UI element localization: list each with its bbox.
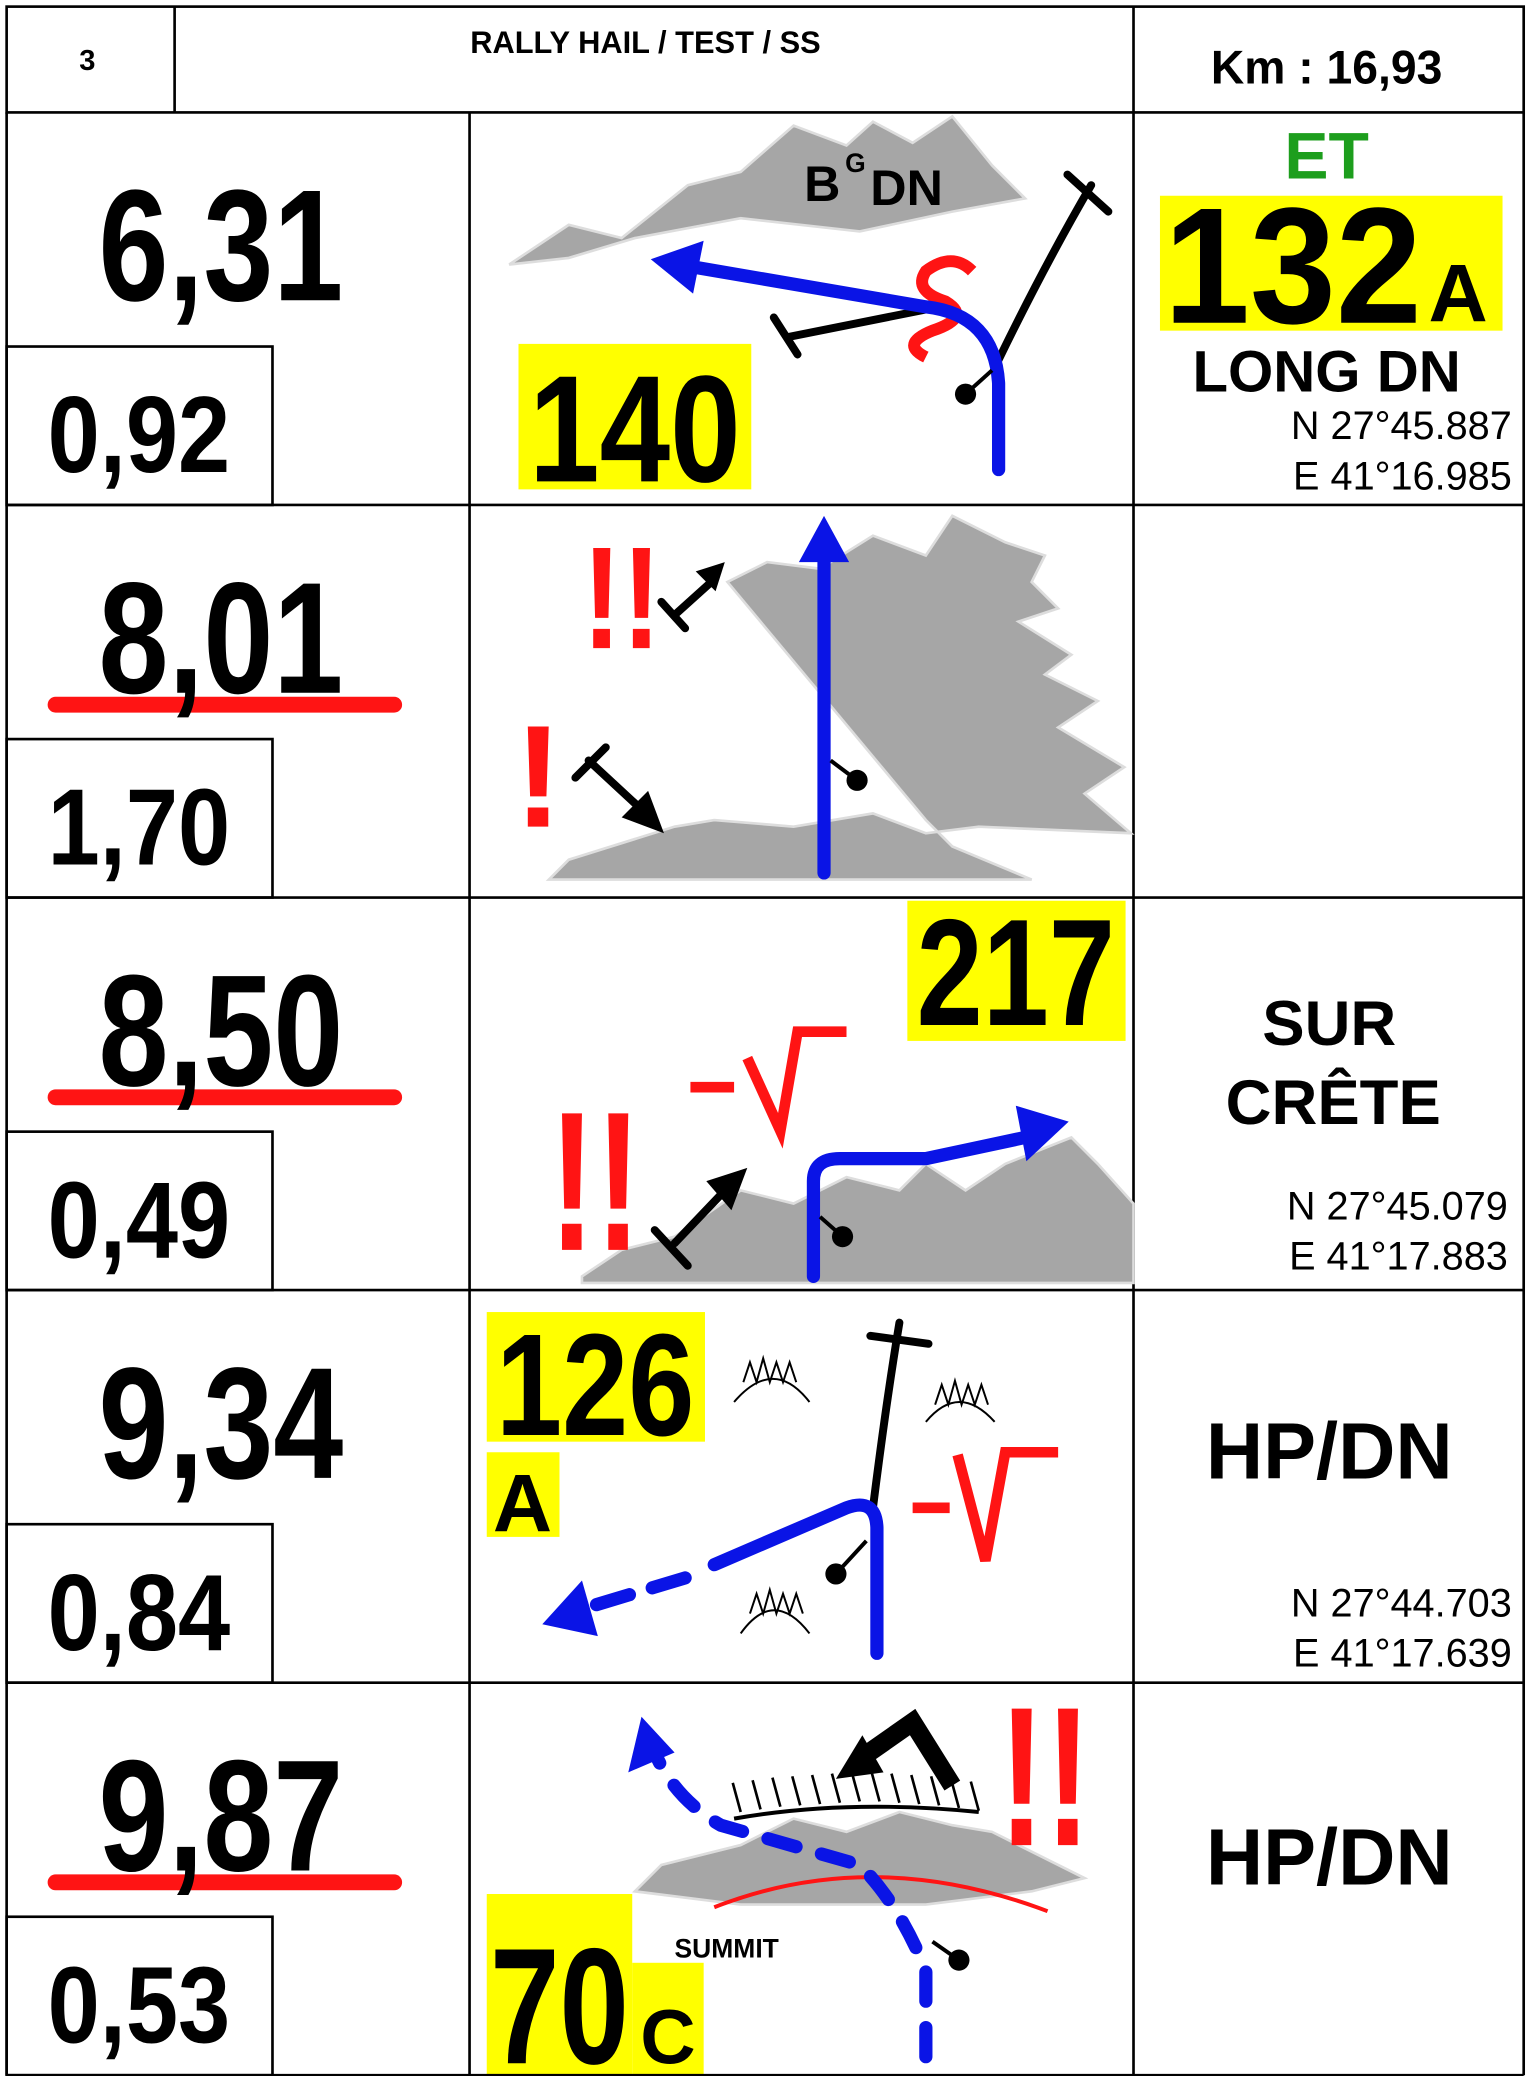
speed-suffix: C <box>640 1995 695 2076</box>
speed-suffix: A <box>1428 248 1487 339</box>
note-text: SUR <box>1262 989 1396 1059</box>
partial-distance: 0,92 <box>48 374 231 495</box>
warning: ! <box>514 695 562 858</box>
latitude: N 27°45.079 <box>1287 1184 1508 1228</box>
warning: !! <box>999 1666 1092 1888</box>
position-dot <box>955 384 976 405</box>
total-distance: 8,01 <box>99 549 344 727</box>
partial-distance: 1,70 <box>48 767 231 888</box>
speed: 70 <box>490 1914 629 2076</box>
total-distance: 6,31 <box>99 156 344 334</box>
note-text: HP/DN <box>1206 1407 1453 1496</box>
page: 3 RALLY HAIL / TEST / SS Km : 16,93 B G … <box>0 0 1529 2076</box>
roadbook: 3 RALLY HAIL / TEST / SS Km : 16,93 B G … <box>0 0 1529 2076</box>
page-number: 3 <box>79 45 95 77</box>
position-dot <box>948 1950 969 1971</box>
speed-suffix: A <box>493 1459 552 1550</box>
partial-distance: 0,49 <box>48 1159 231 1280</box>
total-distance: 8,50 <box>99 941 344 1119</box>
place-superscript: G <box>845 148 866 178</box>
speed: 217 <box>917 888 1115 1058</box>
place-name: B <box>804 156 840 212</box>
place-name: SUMMIT <box>675 1933 779 1963</box>
longitude: E 41°17.639 <box>1293 1632 1512 1676</box>
longitude: E 41°17.883 <box>1289 1235 1508 1279</box>
position-dot <box>847 770 868 791</box>
speed: 140 <box>529 344 741 514</box>
total-distance: 9,34 <box>99 1334 344 1512</box>
title: RALLY HAIL / TEST / SS <box>470 24 820 60</box>
note-text: CRÊTE <box>1226 1067 1441 1138</box>
note-text: HP/DN <box>1206 1813 1453 1902</box>
warning: !! <box>582 516 661 679</box>
position-dot <box>825 1563 846 1584</box>
partial-distance: 0,53 <box>48 1944 231 2065</box>
place-name: DN <box>870 160 943 216</box>
position-dot <box>832 1226 853 1247</box>
speed: 126 <box>496 1303 694 1466</box>
note-text: LONG DN <box>1192 339 1460 404</box>
speed: 132 <box>1164 174 1422 359</box>
total-distance: 9,87 <box>99 1726 344 1904</box>
partial-distance: 0,84 <box>48 1552 231 1673</box>
distance-total: Km : 16,93 <box>1211 41 1442 94</box>
warning: !! <box>549 1071 642 1293</box>
longitude: E 41°16.985 <box>1293 454 1512 498</box>
latitude: N 27°45.887 <box>1291 404 1512 448</box>
latitude: N 27°44.703 <box>1291 1581 1512 1625</box>
